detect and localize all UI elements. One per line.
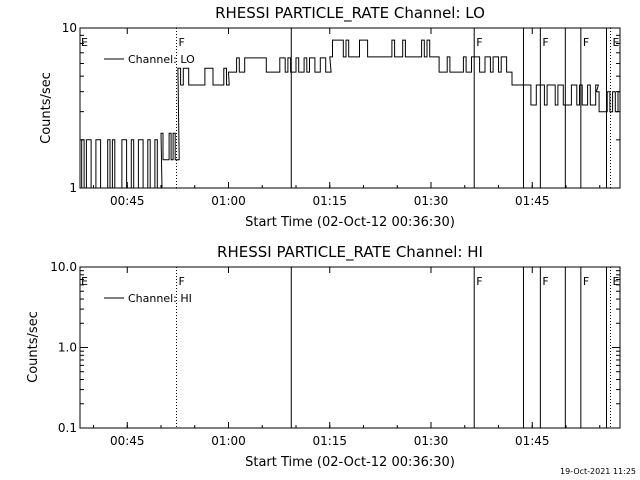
lo-edge-flag-label: E — [81, 36, 88, 49]
lo-flag-lines: F F F F EE — [81, 28, 620, 188]
hi-x-tick-label: 01:15 — [312, 434, 347, 448]
lo-x-tick-label: 00:45 — [110, 194, 145, 208]
hi-x-tick-label: 01:30 — [414, 434, 449, 448]
lo-x-tick-label: 01:45 — [515, 194, 550, 208]
lo-flag-label: F — [583, 36, 589, 49]
lo-flag-label: E — [613, 36, 620, 49]
lo-legend-label: Channel: LO — [128, 53, 195, 66]
hi-axes: 00:45 01:00 01:15 01:30 01:45 0.1 1.0 10.0 — [50, 260, 621, 448]
lo-y-axis-label: Counts/sec — [39, 72, 54, 144]
hi-flag-label: F — [542, 275, 548, 288]
lo-legend: Channel: LO — [104, 53, 195, 66]
generation-timestamp: 19-Oct-2021 11:25 — [560, 467, 636, 476]
lo-plot-frame — [79, 27, 621, 189]
hi-flag-label: F — [583, 275, 589, 288]
hi-x-axis-label: Start Time (02-Oct-12 00:36:30) — [245, 455, 455, 470]
hi-x-tick-label: 01:45 — [515, 434, 550, 448]
hi-y-axis-label: Counts/sec — [26, 311, 41, 383]
lo-x-tick-label: 01:15 — [312, 194, 347, 208]
lo-axes: 00:45 01:00 01:15 01:30 01:45 1 10 — [62, 21, 621, 208]
lo-flag-label: F — [179, 36, 185, 49]
lo-y-tick-label: 10 — [62, 21, 77, 35]
lo-flag-label: F — [476, 36, 482, 49]
hi-y-tick-label: 0.1 — [58, 421, 77, 435]
lo-channel-panel: RHESSI PARTICLE_RATE Channel: LO Start T… — [39, 4, 621, 230]
hi-edge-flag-label: E — [81, 275, 88, 288]
hi-y-tick-label: 10.0 — [50, 260, 77, 274]
hi-x-tick-label: 00:45 — [110, 434, 145, 448]
lo-x-axis-label: Start Time (02-Oct-12 00:36:30) — [245, 215, 455, 230]
hi-flag-label: E — [613, 275, 620, 288]
hi-legend: Channel: HI — [104, 292, 192, 305]
lo-flag-label: F — [542, 36, 548, 49]
hi-chart-title: RHESSI PARTICLE_RATE Channel: HI — [217, 243, 483, 262]
lo-x-tick-label: 01:00 — [211, 194, 246, 208]
hi-legend-label: Channel: HI — [128, 292, 192, 305]
hi-y-tick-label: 1.0 — [58, 341, 77, 355]
hi-flag-label: F — [476, 275, 482, 288]
hi-flag-label: F — [179, 275, 185, 288]
lo-y-tick-label: 1 — [69, 181, 77, 195]
hi-flag-lines: F F F F EE — [81, 267, 620, 428]
hi-x-tick-label: 01:00 — [211, 434, 246, 448]
lo-chart-title: RHESSI PARTICLE_RATE Channel: LO — [215, 4, 485, 23]
hi-channel-panel: RHESSI PARTICLE_RATE Channel: HI Start T… — [26, 243, 621, 470]
lo-x-tick-label: 01:30 — [414, 194, 449, 208]
